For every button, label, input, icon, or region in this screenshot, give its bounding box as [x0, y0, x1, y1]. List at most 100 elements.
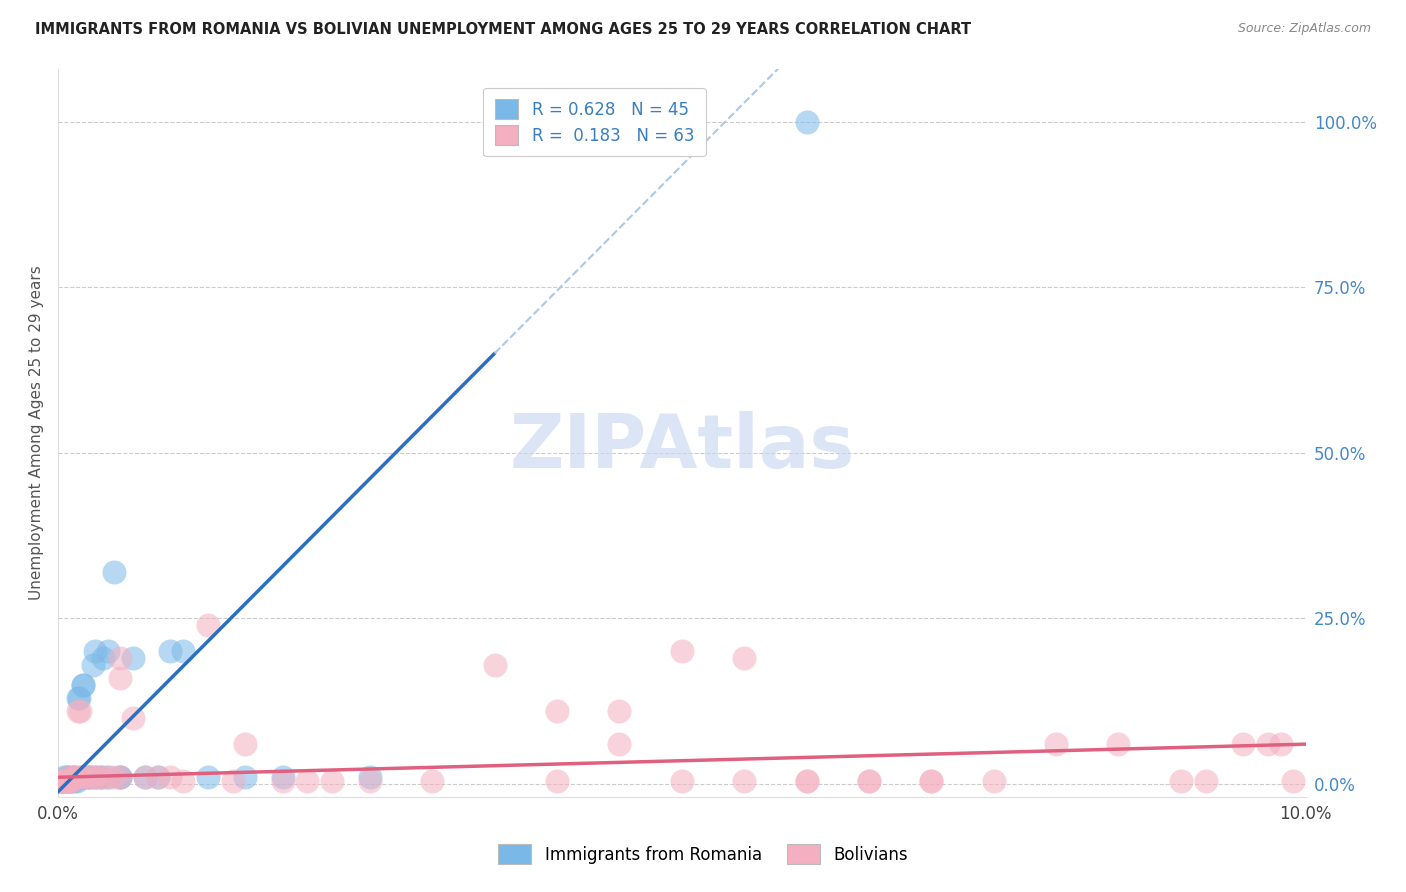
Legend: Immigrants from Romania, Bolivians: Immigrants from Romania, Bolivians: [491, 838, 915, 871]
Point: [297, 773, 319, 788]
Point: [66, 773, 89, 788]
Point: [49, 773, 72, 788]
Point: [84, 770, 107, 784]
Point: [796, 773, 818, 788]
Y-axis label: Unemployment Among Ages 25 to 29 years: Unemployment Among Ages 25 to 29 years: [30, 266, 44, 600]
Point: [90, 770, 112, 784]
Point: [77, 770, 100, 784]
Point: [72, 677, 94, 691]
Point: [59, 773, 82, 788]
Point: [983, 773, 1005, 788]
Point: [146, 770, 169, 784]
Point: [609, 737, 631, 751]
Point: [197, 770, 219, 784]
Point: [103, 565, 125, 579]
Point: [197, 618, 219, 632]
Point: [920, 773, 942, 788]
Point: [221, 773, 243, 788]
Point: [72, 770, 94, 784]
Text: ZIPAtlas: ZIPAtlas: [509, 411, 855, 483]
Point: [62, 770, 84, 784]
Point: [271, 770, 294, 784]
Point: [59, 773, 82, 788]
Point: [56, 770, 79, 784]
Point: [62, 770, 84, 784]
Point: [97, 770, 120, 784]
Point: [55, 773, 77, 788]
Point: [733, 651, 755, 665]
Point: [103, 770, 125, 784]
Point: [75, 770, 97, 784]
Point: [796, 114, 818, 128]
Point: [121, 651, 143, 665]
Text: IMMIGRANTS FROM ROMANIA VS BOLIVIAN UNEMPLOYMENT AMONG AGES 25 TO 29 YEARS CORRE: IMMIGRANTS FROM ROMANIA VS BOLIVIAN UNEM…: [35, 22, 972, 37]
Point: [1257, 737, 1279, 751]
Point: [920, 773, 942, 788]
Point: [546, 773, 568, 788]
Point: [134, 770, 156, 784]
Point: [271, 773, 294, 788]
Point: [55, 773, 77, 788]
Point: [59, 773, 82, 788]
Point: [72, 770, 94, 784]
Point: [66, 770, 89, 784]
Point: [146, 770, 169, 784]
Point: [858, 773, 880, 788]
Point: [87, 770, 110, 784]
Point: [609, 704, 631, 718]
Point: [134, 770, 156, 784]
Point: [233, 737, 256, 751]
Point: [55, 770, 77, 784]
Point: [671, 644, 693, 658]
Point: [59, 773, 82, 788]
Point: [1282, 773, 1305, 788]
Point: [796, 773, 818, 788]
Point: [321, 773, 343, 788]
Point: [233, 770, 256, 784]
Point: [1195, 773, 1218, 788]
Point: [79, 770, 101, 784]
Point: [82, 657, 104, 672]
Point: [90, 770, 112, 784]
Point: [63, 770, 86, 784]
Point: [84, 770, 107, 784]
Point: [66, 690, 89, 705]
Point: [172, 644, 194, 658]
Point: [359, 773, 381, 788]
Point: [110, 651, 132, 665]
Point: [72, 677, 94, 691]
Point: [359, 770, 381, 784]
Point: [67, 690, 90, 705]
Point: [53, 773, 76, 788]
Point: [858, 773, 880, 788]
Point: [1232, 737, 1254, 751]
Point: [77, 770, 100, 784]
Point: [172, 773, 194, 788]
Point: [56, 770, 79, 784]
Point: [53, 770, 76, 784]
Point: [63, 773, 86, 788]
Point: [1045, 737, 1067, 751]
Text: Source: ZipAtlas.com: Source: ZipAtlas.com: [1237, 22, 1371, 36]
Point: [110, 770, 132, 784]
Point: [97, 644, 120, 658]
Point: [1170, 773, 1192, 788]
Point: [51, 773, 73, 788]
Point: [52, 773, 75, 788]
Point: [49, 773, 72, 788]
Point: [159, 770, 181, 784]
Point: [69, 770, 91, 784]
Point: [484, 657, 506, 672]
Point: [53, 773, 76, 788]
Point: [58, 773, 80, 788]
Point: [159, 644, 181, 658]
Point: [1107, 737, 1129, 751]
Point: [110, 770, 132, 784]
Point: [97, 770, 120, 784]
Legend: R = 0.628   N = 45, R =  0.183   N = 63: R = 0.628 N = 45, R = 0.183 N = 63: [484, 87, 706, 156]
Point: [63, 770, 86, 784]
Point: [420, 773, 443, 788]
Point: [733, 773, 755, 788]
Point: [84, 770, 107, 784]
Point: [59, 773, 82, 788]
